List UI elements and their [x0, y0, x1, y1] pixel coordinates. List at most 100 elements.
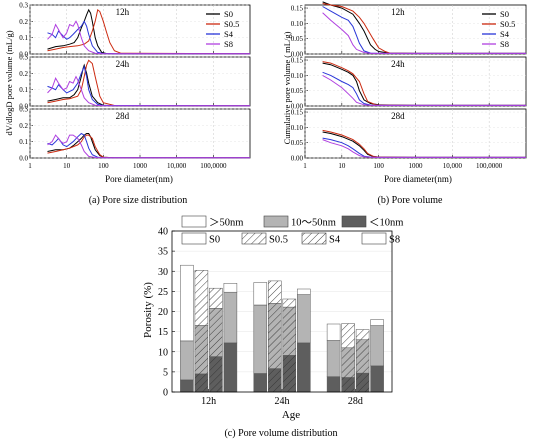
legend-swatch-pore-range [181, 215, 207, 228]
legend-label-S4: S4 [224, 29, 234, 39]
x-tick-label: 10 [63, 162, 71, 170]
legend-label-pore-range: ＜10nm [369, 218, 403, 229]
legend-swatch-mix [361, 232, 387, 245]
chart-c-caption: (c) Pore volume distribution [224, 428, 337, 439]
bar-segment [297, 294, 311, 344]
y-tick-label: 0.10 [291, 20, 304, 28]
panel-label: 28d [116, 111, 130, 121]
y-tick-label: 0.00 [291, 51, 304, 59]
legend-label-S4: S4 [500, 29, 510, 39]
y-tick-label: 0.0 [19, 51, 28, 59]
bar-segment [180, 340, 194, 381]
bar-segment [223, 342, 238, 393]
panel-label: 24h [116, 59, 130, 69]
bar-hatch [356, 329, 370, 340]
y-tick-label: 0.00 [291, 103, 304, 111]
bar-segment [370, 319, 384, 326]
chart-b-panel-24h: 0.00 0.05 0.10 0.15 24h [291, 57, 527, 111]
chart-b-ylabel: Cumulative pore volume ( mL/g) [282, 31, 292, 144]
legend-label-S8: S8 [224, 39, 233, 49]
y-tick-label: 0 [163, 388, 168, 399]
bar-hatch [209, 288, 223, 309]
y-tick-label: 5 [163, 367, 168, 378]
series-line-S4-28d [47, 132, 250, 159]
x-tick-label: 12h [201, 396, 216, 407]
legend-label-S0.5: S0.5 [224, 19, 239, 29]
series-line-S8-12h [322, 12, 526, 54]
series-line-S4-12h [47, 20, 250, 55]
bar-hatch [356, 373, 370, 392]
series-line-S8-24h [47, 75, 250, 107]
series-line-S8-28d [322, 139, 526, 158]
y-tick-label: 0.15 [291, 5, 304, 13]
y-tick-label: 10 [158, 347, 168, 358]
legend-label-S0: S0 [224, 9, 233, 19]
bar-segment [223, 291, 238, 344]
y-tick-label: 15 [158, 327, 168, 338]
bar-hatch [282, 355, 296, 392]
bar-segment [370, 365, 384, 393]
y-tick-label: 0.00 [291, 155, 304, 163]
bar-segment [326, 376, 341, 393]
x-tick-label: 1000 [133, 162, 148, 170]
legend-label-mix: S0 [209, 235, 220, 246]
bar-segment [223, 283, 238, 293]
x-tick-label: 28d [348, 396, 363, 407]
y-tick-label: 0.15 [291, 109, 304, 117]
chart-c-xlabel: Age [282, 409, 300, 421]
legend-swatch-hatch [302, 233, 326, 244]
series-line-S4-24h [322, 71, 526, 106]
y-tick-label: 0.1 [19, 86, 28, 94]
y-tick-label: 0.15 [291, 57, 304, 65]
x-tick-label: 1000 [409, 162, 424, 170]
bar-segment [326, 323, 341, 341]
legend-label-pore-range: ＞50nm [209, 218, 243, 229]
bar-segment [253, 304, 268, 374]
bar-segment [180, 379, 194, 393]
x-tick-label: 10,000 [167, 162, 187, 170]
bar-segment [253, 282, 268, 306]
panel-label: 12h [391, 7, 405, 17]
x-tick-label: 10 [338, 162, 346, 170]
legend-label-mix: S0.5 [269, 235, 288, 246]
bar-segment [253, 373, 268, 393]
y-tick-label: 0.3 [19, 54, 28, 62]
bar-hatch [268, 368, 282, 392]
y-tick-label: 0.2 [19, 18, 28, 26]
series-line-S8-24h [322, 74, 526, 106]
series-line-S0.5-28d [47, 134, 250, 159]
chart-a-ylabel: dV/dlogD pore volume (mL/g) [4, 30, 14, 135]
series-line-S8-12h [47, 20, 250, 55]
x-tick-label: 100 [373, 162, 384, 170]
chart-a-xlabel: Pore diameter(nm) [105, 174, 173, 184]
bar-segment [297, 288, 311, 295]
bar-segment [180, 264, 194, 342]
bar-hatch [209, 308, 223, 357]
x-tick-label: 100 [98, 162, 109, 170]
y-tick-label: 0.2 [19, 122, 28, 130]
bar-hatch [194, 373, 208, 392]
y-tick-label: 0.05 [291, 87, 304, 95]
chart-c-pore-volume-distribution: 12h 24h 28d 0 5 10 15 20 25 30 35 40 ＞50nm 10～50nm ＜1… [142, 215, 403, 439]
legend-label-S0: S0 [500, 9, 509, 19]
bar-hatch [194, 325, 208, 374]
series-line-S0-12h [47, 8, 250, 55]
bar-hatch [282, 307, 296, 356]
bar-hatch [341, 323, 355, 348]
series-line-S0-28d [322, 131, 526, 158]
y-tick-label: 0.3 [19, 106, 28, 114]
bar-segment [370, 325, 384, 367]
chart-a-panel-24h: 0.0 0.1 0.2 0.3 24h [19, 54, 251, 111]
legend-swatch-hatch [242, 233, 266, 244]
legend-swatch-pore-range [341, 215, 367, 228]
x-tick-label: 100,0000 [476, 162, 503, 170]
y-tick-label: 0.10 [291, 72, 304, 80]
series-line-S8-28d [47, 134, 250, 159]
chart-c-ylabel: Porosity (%) [142, 282, 154, 338]
panel-label: 24h [391, 59, 405, 69]
y-tick-label: 0.05 [291, 35, 304, 43]
